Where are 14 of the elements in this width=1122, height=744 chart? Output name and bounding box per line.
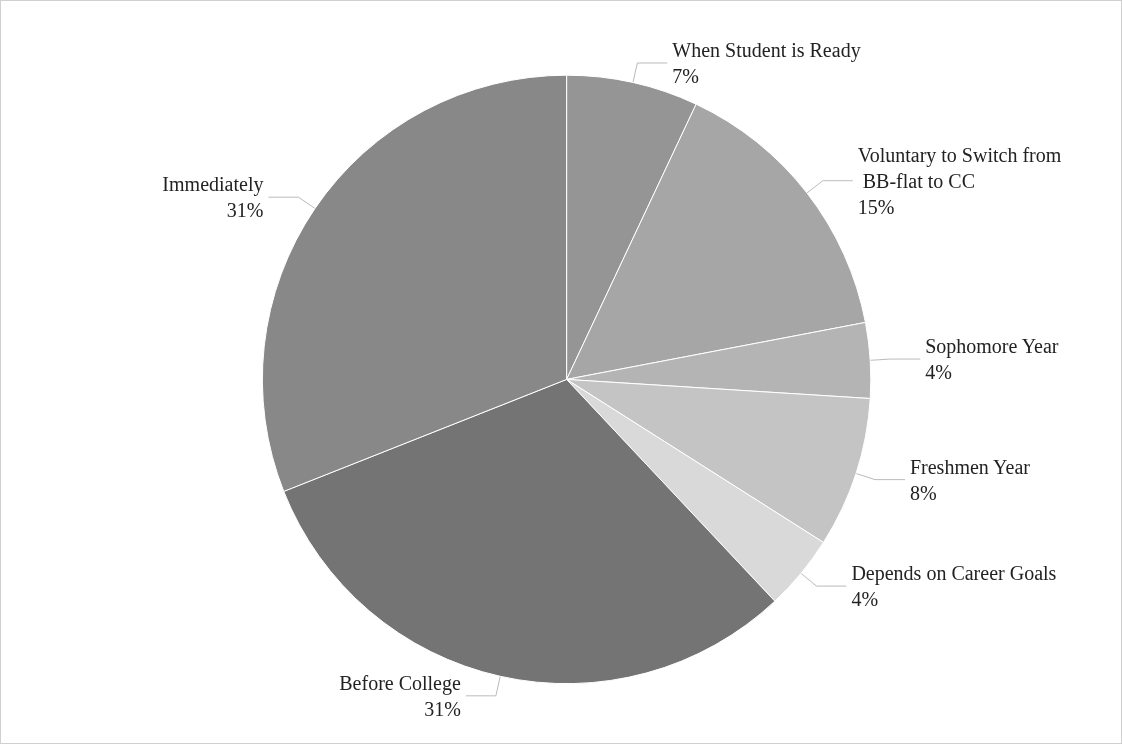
data-label: 7% xyxy=(672,65,699,88)
slice-label: Depends on Career Goals xyxy=(851,562,1057,586)
data-label: 4% xyxy=(925,361,952,384)
data-label: 31% xyxy=(226,199,264,222)
slice-label: Voluntary to Switch from BB-flat to CC xyxy=(857,143,1062,192)
slice-label: Sophomore Year xyxy=(925,335,1059,359)
data-label: 15% xyxy=(857,195,895,218)
slice-label: When Student is Ready xyxy=(672,39,861,63)
data-label: 31% xyxy=(424,697,461,720)
slice-label: Freshmen Year xyxy=(909,455,1031,478)
slice-label: Before College xyxy=(339,671,461,695)
slice-label: Immediately xyxy=(162,173,264,197)
data-label: 4% xyxy=(851,588,879,611)
data-label: 8% xyxy=(909,481,937,504)
